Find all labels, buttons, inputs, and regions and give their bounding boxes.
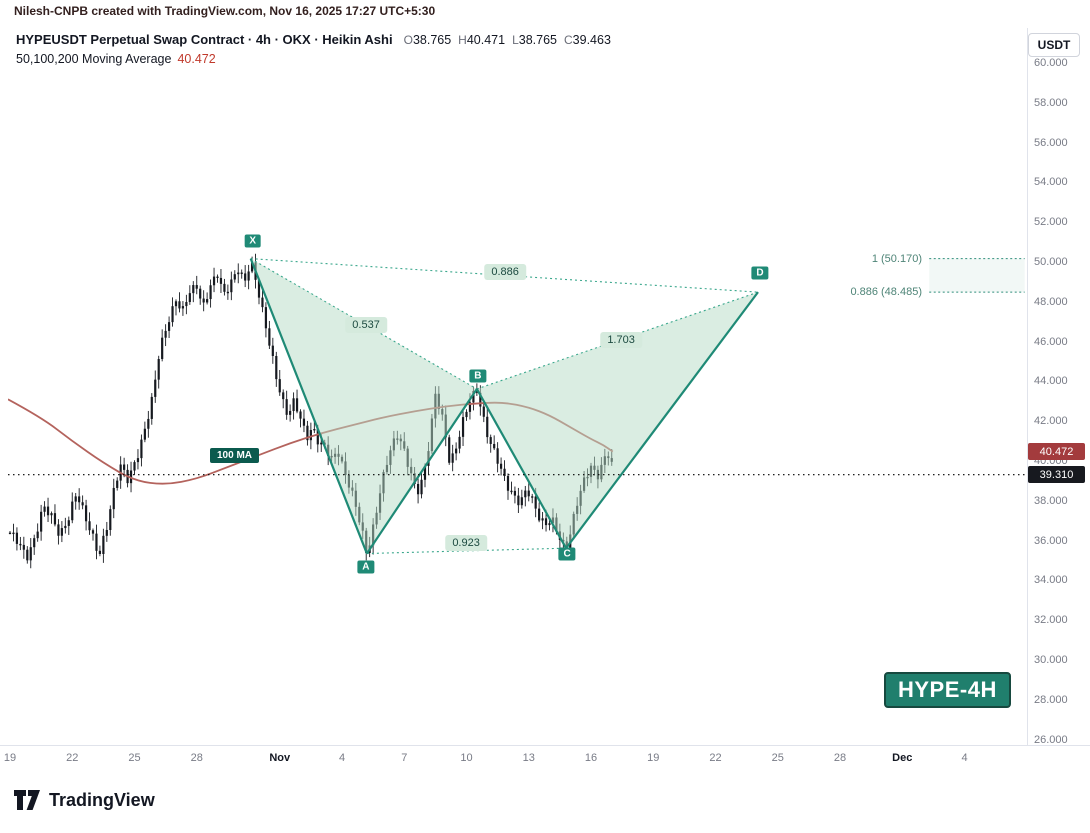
price-tick: 34.000 — [1034, 574, 1068, 587]
time-tick: 4 — [338, 752, 346, 764]
time-tick: 10 — [460, 752, 473, 764]
pattern-point-c[interactable]: C — [558, 547, 576, 561]
pattern-point-a[interactable]: A — [357, 560, 375, 574]
price-tick: 50.000 — [1034, 256, 1068, 268]
high-label: H — [458, 33, 467, 47]
pattern-ratio-label[interactable]: 0.923 — [445, 534, 487, 551]
price-tick: 38.000 — [1034, 494, 1068, 507]
pattern-ratio-label[interactable]: 0.537 — [345, 316, 387, 333]
currency-toggle-button[interactable]: USDT — [1028, 33, 1080, 57]
time-axis[interactable] — [0, 745, 1090, 776]
price-tick: 42.000 — [1034, 415, 1068, 428]
low-value: 38.765 — [518, 33, 557, 47]
watermark-label: HYPE-4H — [884, 672, 1011, 708]
time-tick: 13 — [522, 752, 535, 764]
price-tick: 36.000 — [1034, 534, 1068, 547]
symbol-title: HYPEUSDT Perpetual Swap Contract · 4h · … — [16, 32, 393, 47]
low-label: L — [512, 33, 519, 47]
time-tick: 16 — [584, 752, 598, 764]
open-value: 38.765 — [412, 33, 452, 47]
price-tick: 44.000 — [1034, 375, 1068, 388]
indicator-label: 50,100,200 Moving Average — [16, 52, 172, 66]
time-tick: 4 — [961, 752, 968, 764]
price-tick: 48.000 — [1034, 295, 1068, 308]
chart-legend: HYPEUSDT Perpetual Swap Contract · 4h · … — [16, 32, 611, 66]
price-tick: 32.000 — [1034, 614, 1068, 627]
time-tick: 7 — [401, 752, 408, 764]
open-label: O — [403, 33, 413, 47]
time-tick: Nov — [269, 752, 291, 764]
price-axis[interactable] — [1027, 28, 1090, 745]
time-tick: Dec — [892, 752, 913, 764]
fib-level-label: 0.886 (48.485) — [850, 286, 922, 299]
time-tick: 19 — [647, 752, 660, 764]
time-tick: 28 — [833, 752, 847, 764]
fib-level-label: 1 (50.170) — [871, 252, 922, 265]
price-tick: 56.000 — [1034, 136, 1068, 149]
pattern-point-b[interactable]: B — [469, 369, 487, 383]
price-tick: 60.000 — [1034, 57, 1068, 69]
price-tick: 52.000 — [1034, 216, 1068, 229]
close-label: C — [564, 33, 573, 47]
pattern-point-x[interactable]: X — [244, 234, 262, 248]
price-tick: 58.000 — [1034, 96, 1068, 109]
tradingview-brand-text: TradingView — [49, 789, 155, 810]
price-tick: 46.000 — [1034, 335, 1068, 348]
close-value: 39.463 — [572, 33, 611, 47]
price-tick: 28.000 — [1034, 693, 1068, 706]
price-axis-badge: 39.310 — [1028, 466, 1085, 484]
price-tick: 30.000 — [1034, 654, 1068, 666]
high-value: 40.471 — [466, 33, 506, 47]
tradingview-logo-icon — [14, 790, 40, 810]
price-tick: 26.000 — [1034, 733, 1068, 746]
time-tick: 25 — [128, 752, 141, 764]
price-axis-badge: 40.472 — [1028, 443, 1085, 461]
footer-brand: TradingView — [14, 789, 155, 811]
snapshot-banner: Nilesh-CNPB created with TradingView.com… — [14, 4, 436, 18]
pattern-ratio-label[interactable]: 0.886 — [484, 263, 526, 280]
pattern-ratio-label[interactable]: 1.703 — [600, 332, 642, 348]
pattern-point-d[interactable]: D — [751, 266, 769, 280]
time-tick: 22 — [709, 752, 722, 764]
ma-label-chip: 100 MA — [210, 448, 260, 463]
price-tick: 54.000 — [1034, 176, 1068, 189]
time-tick: 28 — [190, 752, 203, 764]
time-tick: 22 — [66, 752, 79, 764]
ohlc-values: O38.765 H40.471 L38.765 C39.463 — [397, 33, 611, 47]
indicator-value: 40.472 — [177, 52, 216, 66]
time-tick: 25 — [771, 752, 784, 764]
time-tick: 19 — [3, 752, 17, 764]
